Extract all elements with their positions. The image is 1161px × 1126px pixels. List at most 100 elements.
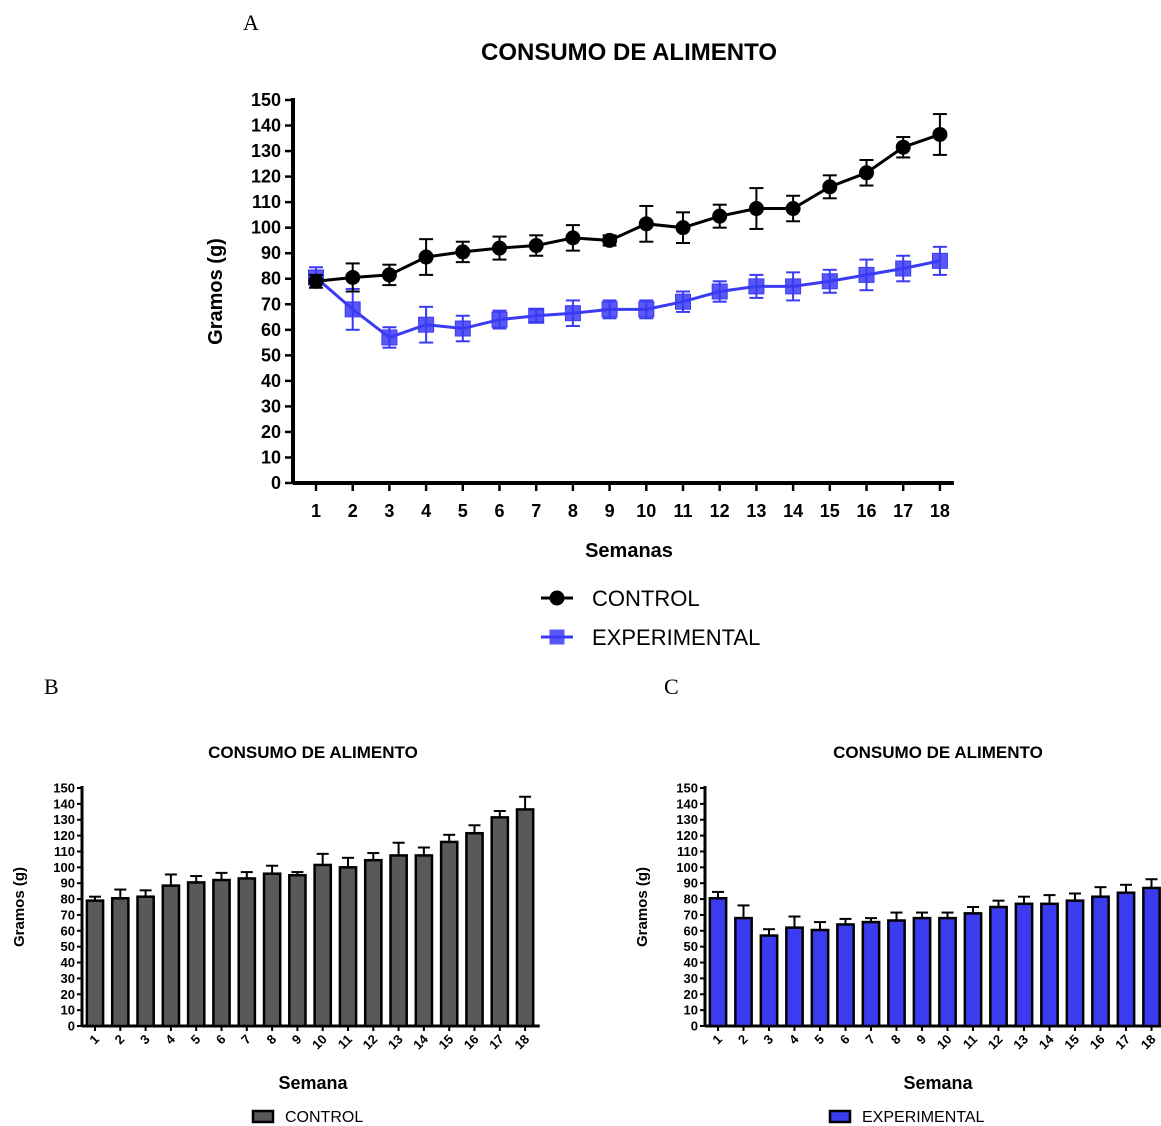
- data-point: [601, 301, 618, 318]
- bar: [1142, 886, 1161, 1028]
- bar: [515, 808, 535, 1028]
- x-tick-label: 15: [820, 501, 840, 521]
- legend-marker: [549, 629, 565, 645]
- bar: [161, 884, 181, 1028]
- data-point: [564, 305, 581, 322]
- y-tick-label: 30: [61, 971, 75, 986]
- y-tick-label: 70: [261, 294, 281, 314]
- data-point: [821, 273, 838, 290]
- x-tick-label: 6: [213, 1032, 229, 1048]
- y-tick-label: 10: [684, 1003, 698, 1018]
- data-point: [528, 238, 544, 254]
- y-axis-label: Gramos (g): [11, 867, 28, 947]
- x-tick-label: 5: [188, 1032, 204, 1048]
- x-tick-label: 7: [531, 501, 541, 521]
- legend-label: CONTROL: [592, 586, 700, 611]
- x-tick-label: 2: [735, 1032, 751, 1048]
- x-tick-label: 4: [786, 1031, 802, 1047]
- y-tick-label: 70: [61, 907, 75, 922]
- data-point: [381, 267, 397, 283]
- y-tick-label: 110: [252, 192, 281, 212]
- data-point: [345, 269, 361, 285]
- bar: [363, 858, 383, 1028]
- x-tick-label: 7: [238, 1032, 254, 1048]
- x-tick-label: 18: [1138, 1032, 1159, 1053]
- chart-title: CONSUMO DE ALIMENTO: [833, 743, 1043, 762]
- x-tick-label: 4: [162, 1031, 178, 1047]
- x-axis-label: Semana: [903, 1073, 973, 1093]
- data-point: [748, 278, 765, 295]
- x-tick-label: 14: [783, 501, 803, 521]
- x-tick-label: 9: [289, 1032, 305, 1048]
- data-point: [932, 126, 948, 142]
- bar: [861, 920, 881, 1028]
- x-tick-label: 15: [1061, 1032, 1082, 1053]
- bar: [1116, 891, 1136, 1028]
- x-tick-label: 8: [263, 1032, 279, 1048]
- y-tick-label: 120: [676, 828, 698, 843]
- x-tick-label: 8: [568, 501, 578, 521]
- bar: [734, 916, 753, 1028]
- bar: [465, 831, 484, 1028]
- bar: [110, 897, 130, 1028]
- y-tick-label: 110: [677, 844, 698, 859]
- bar: [836, 923, 855, 1028]
- x-tick-label: 17: [1112, 1032, 1133, 1053]
- y-tick-label: 30: [261, 396, 281, 416]
- x-tick-label: 16: [461, 1032, 482, 1053]
- data-point: [308, 273, 324, 289]
- y-tick-label: 10: [261, 447, 281, 467]
- y-tick-label: 130: [53, 812, 75, 827]
- data-point: [455, 244, 471, 260]
- x-tick-label: 10: [636, 501, 656, 521]
- x-tick-label: 11: [335, 1032, 355, 1052]
- y-tick-label: 80: [261, 269, 281, 289]
- bar: [989, 905, 1008, 1028]
- panel-label-a: A: [243, 10, 259, 35]
- x-tick-label: 3: [384, 501, 394, 521]
- y-tick-label: 0: [68, 1019, 75, 1034]
- x-tick-label: 4: [421, 501, 431, 521]
- legend-marker: [549, 590, 565, 606]
- y-tick-label: 110: [54, 844, 75, 859]
- legend-label: EXPERIMENTAL: [592, 625, 760, 650]
- bar: [887, 919, 906, 1028]
- x-tick-label: 6: [494, 501, 504, 521]
- x-tick-label: 15: [435, 1032, 456, 1053]
- x-tick-label: 8: [888, 1032, 904, 1048]
- bar: [708, 897, 728, 1028]
- y-tick-label: 20: [684, 987, 698, 1002]
- bar-chart-b: CONSUMO DE ALIMENTO010203040506070809010…: [11, 743, 540, 1126]
- y-tick-label: 0: [691, 1019, 698, 1034]
- y-axis-label: Gramos (g): [205, 238, 227, 345]
- bar: [313, 863, 333, 1028]
- y-tick-label: 50: [61, 939, 75, 954]
- bar-chart-c: CONSUMO DE ALIMENTO010203040506070809010…: [634, 743, 1161, 1126]
- x-tick-label: 11: [673, 501, 692, 521]
- bar: [1014, 902, 1034, 1028]
- series-line: [315, 133, 941, 283]
- x-tick-label: 14: [410, 1031, 431, 1052]
- data-point: [895, 260, 912, 277]
- y-tick-label: 90: [261, 243, 281, 263]
- series-control: [308, 113, 948, 293]
- data-point: [344, 301, 361, 318]
- y-tick-label: 50: [684, 939, 698, 954]
- data-point: [712, 208, 728, 224]
- x-tick-label: 2: [112, 1032, 128, 1048]
- y-tick-label: 60: [261, 320, 281, 340]
- data-point: [931, 252, 948, 269]
- bar: [912, 916, 932, 1028]
- data-point: [418, 316, 435, 333]
- y-tick-label: 120: [53, 828, 75, 843]
- y-tick-label: 80: [684, 892, 698, 907]
- bar: [785, 926, 804, 1028]
- x-tick-label: 9: [913, 1032, 929, 1048]
- y-tick-label: 20: [61, 987, 75, 1002]
- bar: [439, 840, 459, 1028]
- x-tick-label: 1: [311, 501, 321, 521]
- bar: [963, 912, 983, 1028]
- x-tick-label: 5: [811, 1032, 827, 1048]
- data-point: [381, 329, 398, 346]
